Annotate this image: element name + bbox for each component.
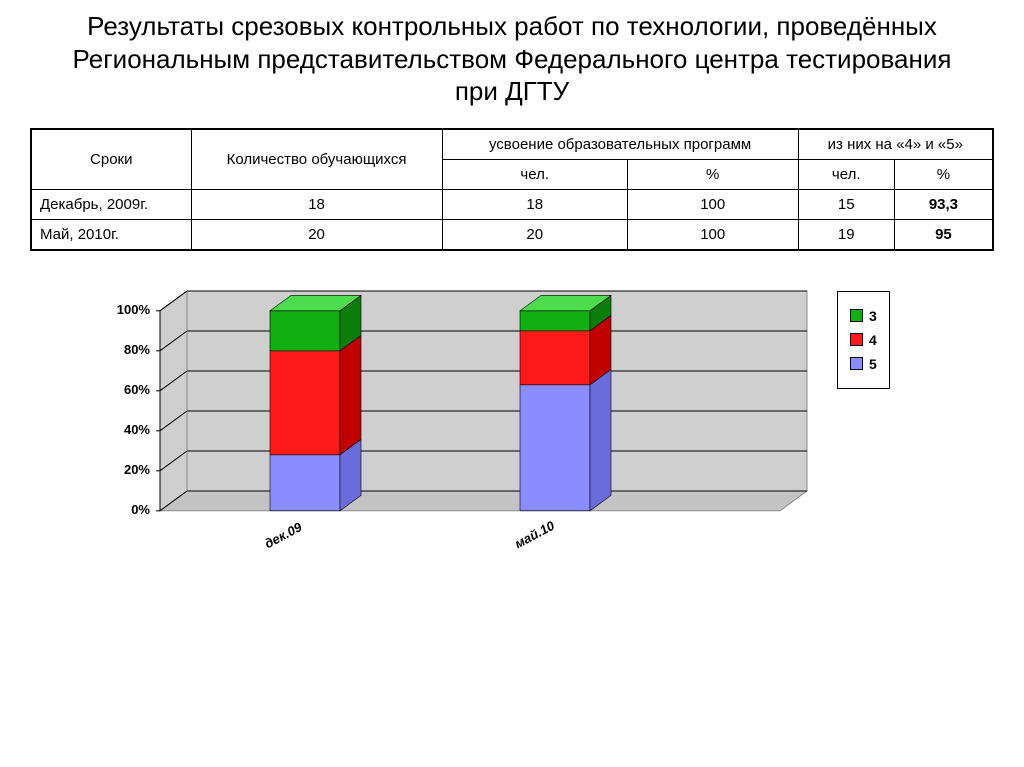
th-prog-pct: % — [627, 159, 798, 189]
cell-prog-pct: 100 — [627, 219, 798, 250]
legend-item: 4 — [850, 332, 877, 348]
th-good: из них на «4» и «5» — [798, 129, 993, 160]
cell-prog-pct: 100 — [627, 189, 798, 219]
y-tick-label: 40% — [110, 422, 150, 437]
th-good-people: чел. — [798, 159, 894, 189]
cell-count: 18 — [191, 189, 442, 219]
chart-legend: 3 4 5 — [837, 291, 890, 389]
y-tick-label: 0% — [110, 502, 150, 517]
legend-label: 5 — [869, 356, 877, 372]
legend-swatch — [850, 357, 863, 370]
cell-prog-people: 20 — [442, 219, 627, 250]
table-row: Май, 2010г. 20 20 100 19 95 — [31, 219, 993, 250]
cell-good-people: 19 — [798, 219, 894, 250]
cell-good-pct: 95 — [894, 219, 993, 250]
th-count: Количество обучающихся — [191, 129, 442, 190]
stacked-bar-chart: 0%20%40%60%80%100%дек.09май.10 — [110, 281, 817, 571]
y-tick-label: 100% — [110, 302, 150, 317]
th-good-pct: % — [894, 159, 993, 189]
th-prog-people: чел. — [442, 159, 627, 189]
cell-count: 20 — [191, 219, 442, 250]
y-tick-label: 80% — [110, 342, 150, 357]
th-programs: усвоение образовательных программ — [442, 129, 798, 160]
legend-item: 5 — [850, 356, 877, 372]
cell-prog-people: 18 — [442, 189, 627, 219]
page-title: Результаты срезовых контрольных работ по… — [50, 10, 974, 108]
cell-period: Май, 2010г. — [31, 219, 191, 250]
results-table: Сроки Количество обучающихся усвоение об… — [30, 128, 994, 251]
cell-good-pct: 93,3 — [894, 189, 993, 219]
table-row: Декабрь, 2009г. 18 18 100 15 93,3 — [31, 189, 993, 219]
y-tick-label: 60% — [110, 382, 150, 397]
cell-period: Декабрь, 2009г. — [31, 189, 191, 219]
legend-item: 3 — [850, 308, 877, 324]
legend-label: 3 — [869, 308, 877, 324]
legend-swatch — [850, 309, 863, 322]
cell-good-people: 15 — [798, 189, 894, 219]
legend-label: 4 — [869, 332, 877, 348]
y-tick-label: 20% — [110, 462, 150, 477]
legend-swatch — [850, 333, 863, 346]
th-period: Сроки — [31, 129, 191, 190]
